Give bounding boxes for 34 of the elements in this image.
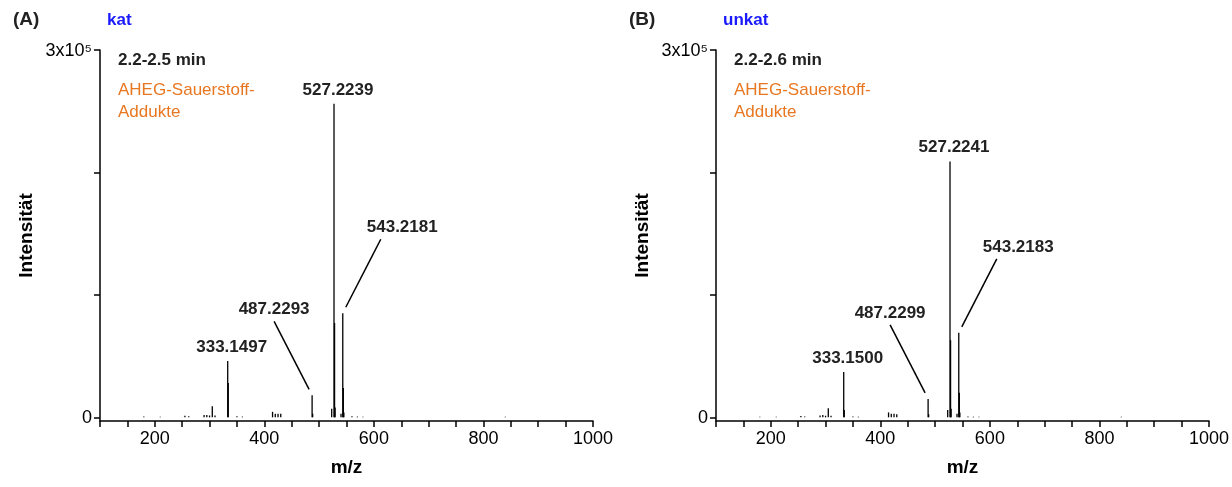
annotation: 333.1497: [196, 337, 268, 356]
y-tick-label: 0: [697, 407, 708, 428]
annotation: AHEG-Sauerstoff-Addukte: [118, 79, 255, 121]
x-tick-label: 400: [865, 428, 896, 448]
annotation: 2.2-2.5 min: [118, 49, 206, 69]
chart-subtitle: unkat: [723, 10, 769, 29]
chart-title: (B): [629, 8, 656, 29]
x-axis-title: m/z: [946, 456, 979, 477]
x-tick-label: 400: [249, 428, 280, 448]
annotation: 527.2239: [302, 79, 374, 99]
x-axis-title: m/z: [330, 456, 363, 477]
y-tick-label: 3x10⁵: [45, 40, 92, 60]
annotation: 527.2241: [918, 137, 990, 157]
x-tick-label: 600: [358, 428, 389, 448]
x-tick-label: 800: [1084, 428, 1115, 448]
x-tick-label: 1000: [572, 428, 613, 448]
annotation: 487.2293: [238, 299, 310, 319]
annotation: 543.2181: [366, 217, 438, 237]
y-axis-title: Intensität: [14, 192, 36, 278]
chart-subtitle: kat: [107, 10, 132, 29]
x-tick-label: 800: [468, 428, 499, 448]
annotation: 543.2183: [982, 236, 1054, 256]
x-tick-label: 200: [755, 428, 786, 448]
x-tick-label: 600: [974, 428, 1005, 448]
y-tick-label: 3x10⁵: [661, 40, 708, 60]
annotation: 2.2-2.6 min: [734, 49, 822, 69]
y-axis-title: Intensität: [630, 192, 652, 278]
annotation: 487.2299: [854, 302, 926, 322]
x-tick-label: 200: [139, 428, 170, 448]
annotation: 333.1500: [812, 348, 884, 368]
x-tick-label: 1000: [1188, 428, 1229, 448]
annotation: AHEG-Sauerstoff-Addukte: [734, 79, 871, 121]
y-tick-label: 0: [81, 407, 92, 428]
chart-title: (A): [13, 8, 40, 29]
